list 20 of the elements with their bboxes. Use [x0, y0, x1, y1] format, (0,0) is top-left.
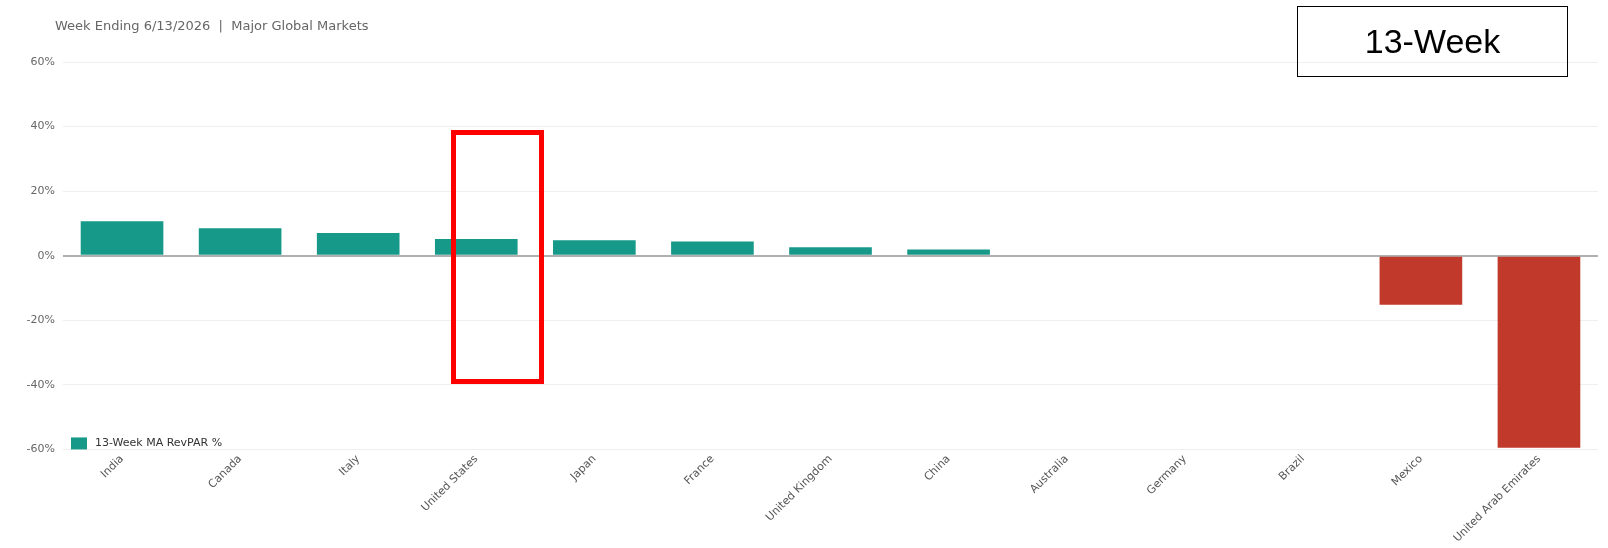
y-tick-label: 0%	[37, 248, 55, 262]
y-tick-label: -60%	[26, 442, 55, 456]
bar	[789, 247, 872, 255]
bar	[80, 221, 164, 255]
chart-title: Week Ending 6/13/2026 | Major Global Markets	[55, 18, 369, 33]
bar	[198, 228, 282, 255]
bar	[316, 233, 400, 255]
text: 13-Week	[1297, 6, 1568, 77]
bar	[907, 249, 990, 255]
y-tick-label: 60%	[30, 54, 55, 68]
bar	[434, 238, 518, 255]
y-tick-label: -40%	[26, 377, 55, 391]
y-tick-label: -20%	[26, 313, 55, 327]
legend-label: 13-Week MA RevPAR %	[95, 436, 223, 450]
bar	[1379, 256, 1463, 305]
bar	[553, 240, 636, 255]
bar	[671, 241, 754, 255]
y-tick-label: 40%	[30, 119, 55, 133]
y-tick-label: 20%	[30, 184, 55, 198]
bar	[1497, 256, 1581, 448]
